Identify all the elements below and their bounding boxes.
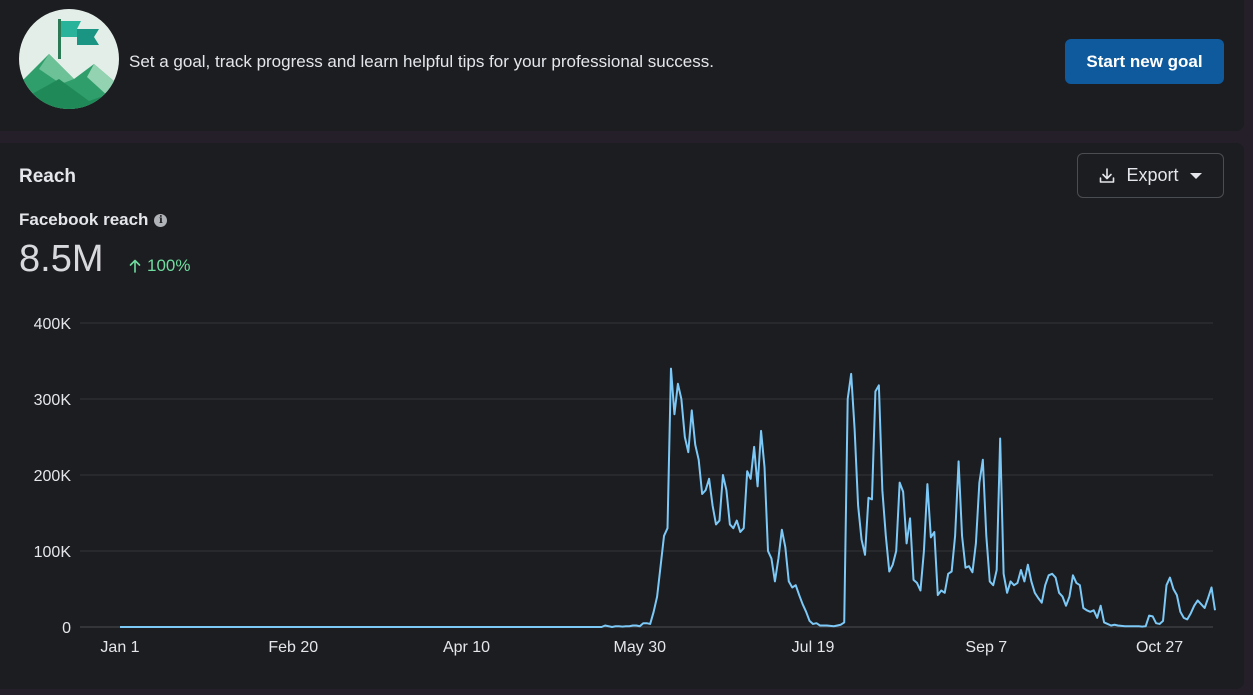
x-tick-label: Sep 7 — [965, 639, 1007, 656]
metric-label: Facebook reach i — [19, 210, 168, 230]
mountain-flag-icon — [19, 9, 119, 109]
x-tick-label: Jul 19 — [792, 639, 835, 656]
y-tick-label: 200K — [34, 468, 72, 485]
metric-change: 100% — [129, 256, 190, 276]
reach-card: Reach Export Facebook reach i 8.5M 100% … — [0, 143, 1244, 689]
y-tick-label: 100K — [34, 544, 72, 561]
y-tick-label: 0 — [62, 620, 71, 637]
reach-line-chart: 0 100K 200K 300K 400K Jan 1 Feb 20 Apr 10 May 3… — [34, 316, 1216, 656]
metric-value: 8.5M — [19, 238, 104, 280]
x-axis-ticks: Jan 1 Feb 20 Apr 10 May 30 Jul 19 Sep 7 Oct 27 — [100, 639, 1183, 656]
x-tick-label: Jan 1 — [100, 639, 139, 656]
arrow-up-icon — [129, 259, 141, 273]
chart-grid — [80, 322, 1213, 628]
y-tick-label: 400K — [34, 316, 72, 333]
goal-banner: Set a goal, track progress and learn hel… — [0, 0, 1244, 131]
export-label: Export — [1126, 165, 1179, 185]
x-tick-label: Oct 27 — [1136, 639, 1183, 656]
start-new-goal-button[interactable]: Start new goal — [1065, 39, 1224, 84]
x-tick-label: Apr 10 — [443, 639, 490, 656]
series-line — [120, 367, 1216, 628]
metric-change-value: 100% — [147, 256, 191, 275]
y-tick-label: 300K — [34, 392, 72, 409]
info-icon[interactable]: i — [154, 213, 168, 227]
x-tick-label: May 30 — [614, 639, 667, 656]
caret-down-icon — [1189, 172, 1202, 179]
x-tick-label: Feb 20 — [268, 639, 318, 656]
export-button[interactable]: Export — [1077, 153, 1224, 198]
section-title: Reach — [19, 166, 77, 187]
download-icon — [1100, 167, 1115, 183]
goal-message: Set a goal, track progress and learn hel… — [129, 52, 714, 71]
y-axis-ticks: 0 100K 200K 300K 400K — [34, 316, 72, 637]
metric-label-text: Facebook reach — [19, 210, 149, 229]
